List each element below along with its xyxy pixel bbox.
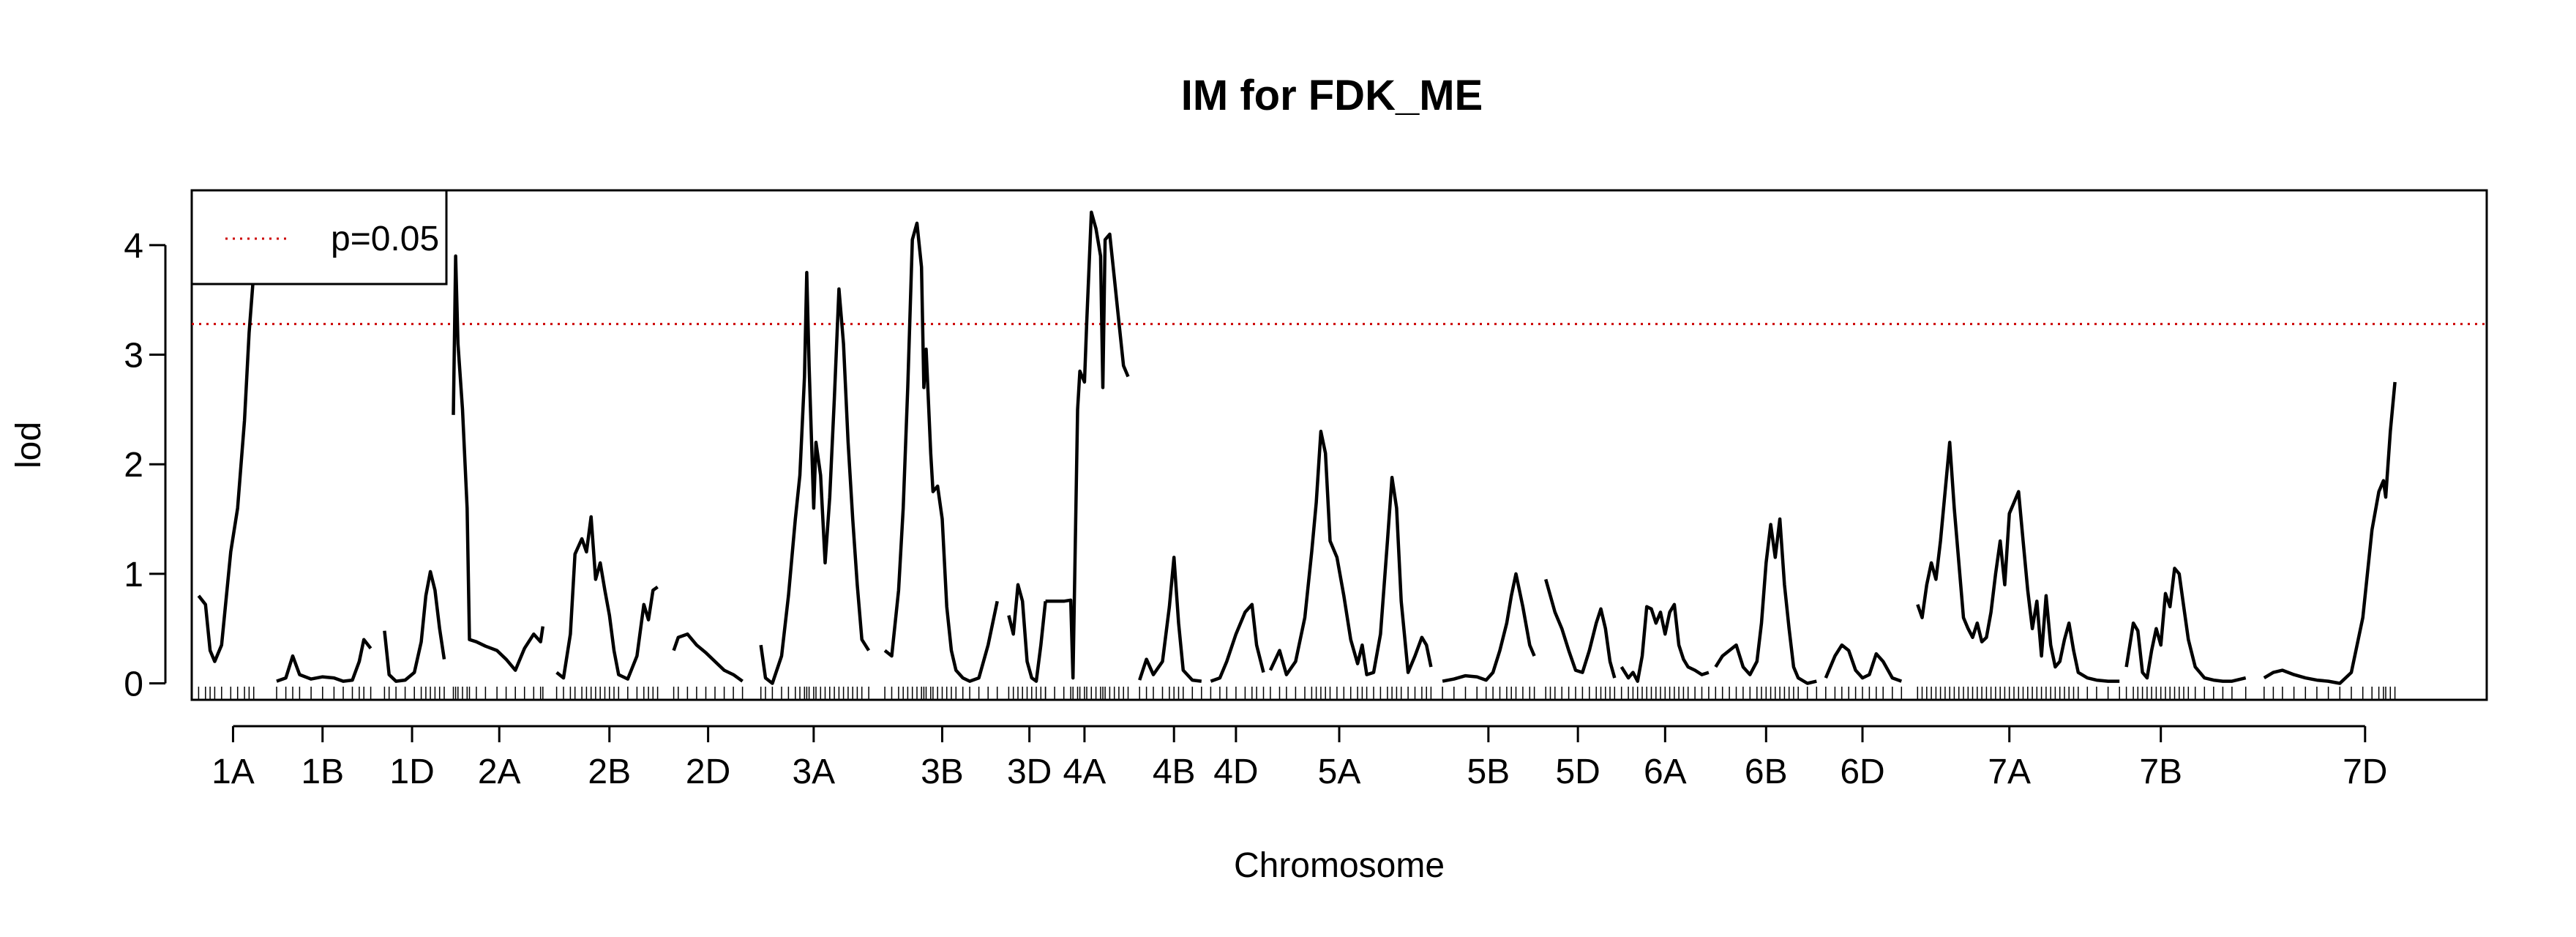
x-tick-label-6B: 6B — [1745, 753, 1788, 791]
lod-curve-1B — [276, 638, 372, 683]
plot-area — [190, 189, 2488, 701]
y-tick-label: 4 — [124, 227, 143, 266]
x-tick-label-4A: 4A — [1063, 753, 1107, 791]
lod-curve-3D — [1007, 583, 1047, 683]
marker-rug-3A — [760, 687, 869, 700]
plot-frame — [190, 189, 2488, 701]
y-tick-label: 3 — [124, 337, 143, 376]
y-axis-label: lod — [10, 422, 48, 468]
x-tick-label-4B: 4B — [1153, 753, 1196, 791]
marker-rug-2A — [452, 687, 544, 700]
marker-rug-2B — [555, 687, 659, 700]
lod-curves — [197, 210, 2397, 685]
lod-curve-4B — [1138, 556, 1202, 683]
x-tick-label-7A: 7A — [1988, 753, 2031, 791]
x-tick-label-7B: 7B — [2139, 753, 2182, 791]
marker-rug-6A — [1620, 687, 1710, 700]
x-tick-label-5A: 5A — [1318, 753, 1361, 791]
x-tick-label-3D: 3D — [1007, 753, 1052, 791]
x-tick-label-7D: 7D — [2343, 753, 2387, 791]
y-axis: 0 1 2 3 4 — [124, 227, 167, 704]
lod-curve-2D — [672, 632, 744, 683]
legend: p=0.05 — [190, 189, 448, 285]
x-tick-label-2A: 2A — [478, 753, 521, 791]
legend-label-threshold: p=0.05 — [331, 220, 439, 258]
x-tick-label-6D: 6D — [1840, 753, 1884, 791]
lod-curve-1D — [383, 570, 446, 683]
lod-curve-6B — [1714, 517, 1817, 685]
lod-curve-5B — [1442, 572, 1536, 683]
lod-curve-2B — [555, 515, 659, 681]
y-tick-label: 2 — [124, 446, 143, 485]
x-axis-label: Chromosome — [1234, 846, 1445, 885]
marker-rug-4A — [1044, 687, 1129, 700]
lod-curve-4A — [1045, 210, 1130, 680]
lod-curve-2A — [452, 254, 545, 672]
marker-rug-7A — [1917, 687, 2120, 700]
x-tick-label-5D: 5D — [1555, 753, 1600, 791]
marker-rug-5D — [1545, 687, 1616, 700]
x-tick-label-1D: 1D — [389, 753, 434, 791]
marker-rug-2D — [673, 687, 744, 700]
x-tick-label-3B: 3B — [921, 753, 964, 791]
chart-title: IM for FDK_ME — [1181, 72, 1483, 119]
marker-rug-6D — [1825, 687, 1903, 700]
lod-curve-7A — [1916, 441, 2120, 683]
marker-rug-1A — [198, 687, 255, 700]
marker-rug-6B — [1715, 687, 1818, 700]
lod-curve-1A — [197, 272, 255, 663]
marker-rug-7B — [2125, 687, 2247, 700]
lod-curve-6D — [1824, 643, 1903, 683]
marker-rug-4B — [1139, 687, 1202, 700]
y-tick-label: 1 — [124, 556, 143, 594]
x-tick-label-1B: 1B — [301, 753, 344, 791]
lod-curve-6A — [1620, 602, 1710, 683]
lod-curve-7D — [2263, 381, 2397, 685]
marker-rug-5B — [1442, 687, 1535, 700]
lod-curve-5D — [1544, 578, 1617, 679]
x-axis: 1A 1B 1D 2A 2B 2D 3A 3B 3D 4A 4B 4D 5A 5B 5D 6A 6B 6D 7A 7B… — [211, 725, 2387, 791]
marker-rug-7D — [2264, 687, 2396, 700]
marker-rug-5A — [1270, 687, 1432, 700]
x-tick-label-4D: 4D — [1213, 753, 1258, 791]
x-tick-label-1A: 1A — [211, 753, 255, 791]
lod-curve-3B — [883, 221, 999, 683]
x-tick-label-5B: 5B — [1467, 753, 1510, 791]
lod-curve-7B — [2124, 567, 2247, 683]
x-tick-label-2D: 2D — [686, 753, 730, 791]
marker-rug-3D — [1008, 687, 1046, 700]
x-tick-label-6A: 6A — [1644, 753, 1687, 791]
y-tick-label: 0 — [124, 665, 143, 704]
marker-rug-1B — [276, 687, 372, 700]
lod-curve-3A — [759, 271, 871, 685]
marker-rug-3B — [884, 687, 998, 700]
marker-rug-1D — [383, 687, 445, 700]
lod-curve-5A — [1268, 430, 1433, 676]
legend-box — [190, 189, 448, 285]
x-tick-label-2B: 2B — [588, 753, 631, 791]
lod-curve-4D — [1210, 602, 1265, 683]
marker-rug — [198, 687, 2396, 700]
x-tick-label-3A: 3A — [792, 753, 835, 791]
marker-rug-4D — [1210, 687, 1265, 700]
